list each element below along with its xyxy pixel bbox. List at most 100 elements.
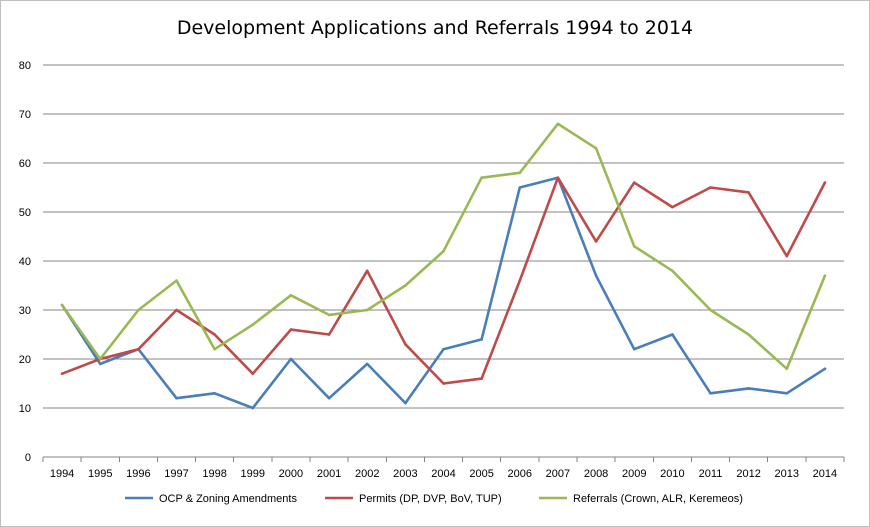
data-point (747, 333, 750, 336)
data-point (747, 191, 750, 194)
data-point (671, 333, 674, 336)
x-axis-ticks: 1994 1995 1996 1997 1998 1999 2000 2001 2002 2003… (42, 457, 845, 480)
data-point (442, 382, 445, 385)
x-tick-label: 2008 (584, 468, 608, 480)
x-tick-label: 1997 (164, 468, 188, 480)
data-point (365, 362, 369, 366)
legend-label: Permits (DP, DVP, BoV, TUP) (359, 493, 502, 505)
legend-label: Referrals (Crown, ALR, Keremeos) (573, 493, 743, 505)
data-point (213, 333, 216, 336)
x-tick-label: 2014 (813, 468, 837, 480)
x-tick-label: 2001 (317, 468, 341, 480)
data-point (442, 249, 445, 253)
data-point (823, 181, 827, 184)
data-point (251, 372, 255, 376)
x-tick-label: 2000 (279, 468, 303, 480)
y-tick-label: 60 (19, 158, 31, 170)
y-tick-label: 70 (19, 109, 31, 121)
x-tick-label: 2007 (546, 468, 570, 480)
data-point (213, 392, 216, 395)
y-tick-label: 0 (25, 452, 31, 464)
data-point (175, 308, 178, 312)
data-point (480, 377, 483, 380)
data-point (404, 401, 407, 405)
data-point (327, 396, 331, 400)
x-tick-label: 2003 (393, 468, 417, 480)
data-point (785, 254, 789, 258)
data-point (213, 347, 216, 351)
data-point (404, 343, 407, 346)
data-point (365, 269, 369, 273)
x-tick-label: 1998 (202, 468, 226, 480)
data-point (175, 396, 178, 400)
data-point (823, 367, 827, 371)
data-point (251, 323, 255, 327)
data-point (98, 362, 102, 366)
data-point (747, 387, 750, 390)
chart-title: Development Applications and Referrals 1… (176, 17, 694, 39)
data-point (556, 122, 560, 126)
data-point (137, 308, 140, 312)
data-point (594, 147, 598, 150)
legend: OCP & Zoning Amendments Permits (DP, DVP,… (125, 493, 743, 505)
data-point (518, 186, 522, 189)
x-tick-label: 2005 (469, 468, 493, 480)
data-point (289, 328, 293, 331)
data-point (594, 240, 598, 243)
y-tick-label: 10 (19, 403, 31, 415)
series-line-3 (60, 122, 827, 371)
data-point (289, 294, 293, 297)
data-point (671, 205, 674, 209)
data-point (98, 357, 102, 361)
data-point (518, 279, 522, 282)
x-tick-label: 1994 (50, 468, 74, 480)
data-point (594, 274, 598, 278)
y-tick-label: 20 (19, 354, 31, 366)
data-point (709, 392, 712, 395)
data-point (442, 347, 445, 351)
data-point (365, 308, 369, 312)
x-tick-label: 2011 (699, 468, 723, 480)
data-point (671, 269, 674, 273)
data-point (60, 303, 64, 307)
x-tick-label: 2012 (736, 468, 760, 480)
x-tick-label: 2009 (622, 468, 646, 480)
data-point (709, 186, 712, 189)
gridlines (43, 64, 844, 458)
x-tick-label: 1996 (126, 468, 150, 480)
data-point (632, 181, 636, 184)
data-point (480, 338, 483, 341)
x-tick-label: 2002 (355, 468, 379, 480)
data-point (251, 406, 255, 410)
data-point (785, 367, 789, 371)
y-tick-label: 30 (19, 305, 31, 317)
y-tick-label: 40 (19, 256, 31, 268)
data-point (60, 372, 64, 376)
data-point (327, 313, 331, 317)
data-point (632, 347, 636, 351)
data-point (327, 333, 331, 336)
x-tick-label: 1995 (88, 468, 112, 480)
data-point (556, 176, 560, 179)
data-point (404, 284, 407, 287)
y-tick-label: 50 (19, 207, 31, 219)
x-tick-label: 1999 (241, 468, 265, 480)
y-tick-label: 80 (19, 60, 31, 72)
data-point (632, 245, 636, 248)
x-tick-label: 2004 (431, 468, 455, 480)
data-point (480, 176, 483, 179)
data-point (709, 308, 712, 312)
data-point (289, 357, 293, 361)
x-tick-label: 2006 (508, 468, 532, 480)
data-point (823, 274, 827, 278)
data-point (518, 171, 522, 175)
x-tick-label: 2010 (660, 468, 684, 480)
data-point (175, 279, 178, 282)
data-point (137, 347, 140, 351)
x-tick-label: 2013 (775, 468, 799, 480)
y-axis-ticks: 0 10 20 30 40 50 60 70 80 (19, 60, 31, 464)
series-lines (60, 122, 827, 410)
legend-label: OCP & Zoning Amendments (159, 493, 297, 505)
